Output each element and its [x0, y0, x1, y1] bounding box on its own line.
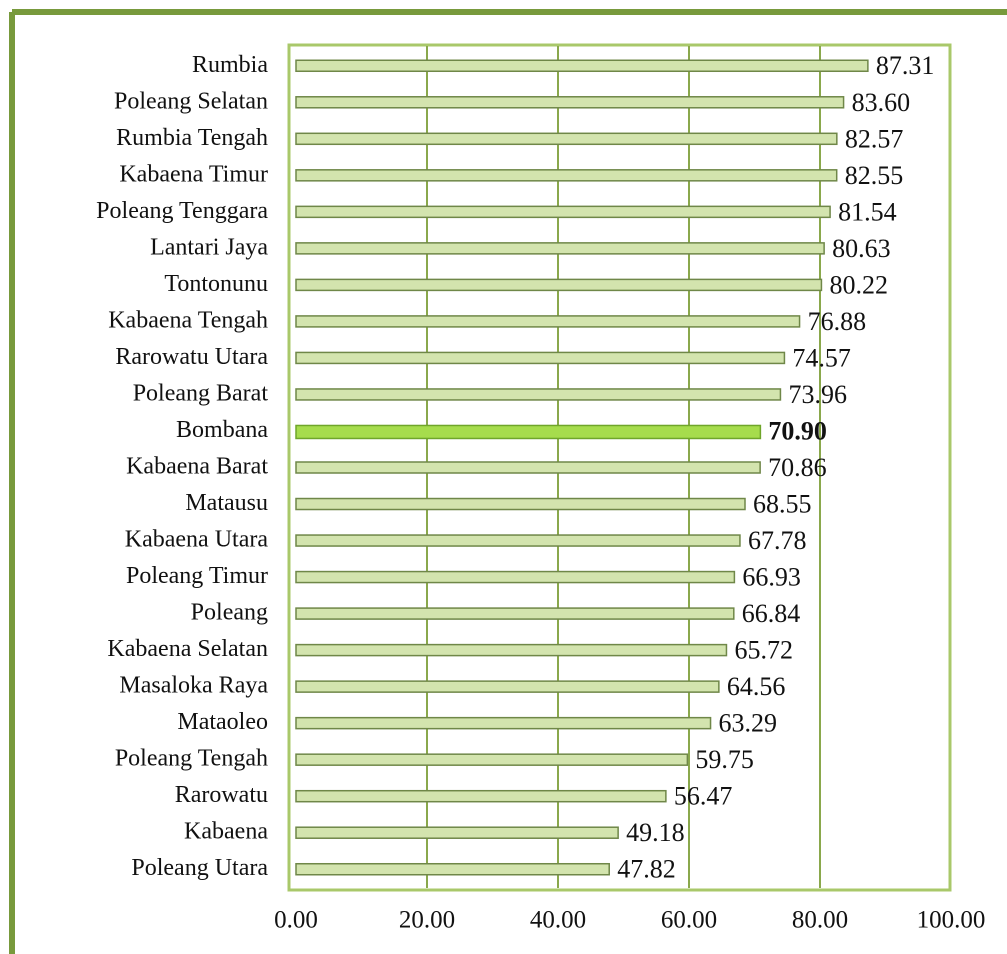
y-tick-label: Kabaena Utara [125, 527, 269, 553]
bar [295, 461, 761, 474]
value-label: 83.60 [852, 88, 911, 117]
y-tick-label: Poleang Selatan [114, 88, 268, 114]
plot-area [287, 43, 952, 892]
y-tick-label: Matausu [185, 490, 268, 516]
bar [295, 570, 736, 584]
value-label: 70.86 [768, 453, 827, 482]
y-tick-label: Poleang Tenggara [96, 198, 268, 224]
y-tick-label: Poleang Barat [133, 380, 269, 406]
value-label: 74.57 [792, 343, 851, 372]
y-tick-label: Masaloka Raya [119, 673, 268, 699]
bar [295, 242, 825, 255]
bar [295, 96, 845, 109]
x-tick-label: 60.00 [661, 907, 717, 934]
y-tick-label: Kabaena Tengah [108, 307, 268, 333]
value-label: 82.55 [845, 161, 904, 190]
y-tick-label: Rarowatu [175, 782, 268, 808]
value-label: 49.18 [626, 818, 685, 847]
bar [295, 351, 786, 365]
bar [295, 753, 689, 766]
bar [295, 205, 831, 219]
y-tick-label: Kabaena Timur [119, 161, 268, 187]
value-label: 56.47 [674, 782, 733, 811]
y-tick-label: Kabaena [184, 819, 268, 845]
value-label: 81.54 [838, 197, 897, 226]
value-label: 87.31 [876, 51, 935, 80]
bar [295, 132, 838, 146]
bar [295, 789, 667, 803]
bar [295, 826, 619, 839]
bar [295, 534, 741, 547]
bar [295, 497, 746, 511]
bar [295, 680, 720, 693]
bar [295, 388, 782, 401]
x-tick-label: 40.00 [530, 907, 586, 934]
value-label: 64.56 [727, 672, 786, 701]
value-label: 82.57 [845, 124, 904, 153]
x-tick-label: 0.00 [274, 907, 318, 934]
y-tick-label: Tontonunu [164, 271, 268, 297]
bar [295, 424, 762, 440]
value-label: 59.75 [695, 745, 754, 774]
value-label: 66.93 [742, 563, 801, 592]
value-label: 47.82 [617, 855, 676, 884]
value-label: 68.55 [753, 489, 812, 518]
y-tick-label: Rumbia [192, 52, 268, 78]
value-label: 70.90 [768, 416, 827, 445]
x-tick-label: 100.00 [917, 907, 986, 934]
value-label: 63.29 [719, 709, 778, 738]
y-tick-label: Poleang Utara [131, 855, 268, 881]
x-tick-label: 20.00 [399, 907, 455, 934]
value-label: 76.88 [808, 307, 867, 336]
bar [295, 716, 712, 730]
bar [295, 169, 838, 182]
y-tick-label: Lantari Jaya [150, 234, 268, 260]
y-tick-label: Poleang Tengah [115, 746, 268, 772]
value-label: 67.78 [748, 526, 807, 555]
bar [295, 278, 823, 292]
y-tick-label: Kabaena Barat [126, 454, 268, 480]
value-label: 65.72 [734, 636, 793, 665]
x-tick-label: 80.00 [792, 907, 848, 934]
y-tick-label: Poleang [191, 600, 268, 626]
y-tick-label: Bombana [176, 417, 268, 443]
value-label: 66.84 [742, 599, 801, 628]
bar [295, 862, 610, 876]
bar [295, 607, 735, 620]
value-label: 80.22 [829, 270, 888, 299]
y-tick-label: Rarowatu Utara [115, 344, 268, 370]
y-tick-label: Mataoleo [177, 709, 268, 735]
y-tick-label: Rumbia Tengah [116, 125, 268, 151]
y-tick-label: Poleang Timur [126, 563, 268, 589]
y-tick-label: Kabaena Selatan [107, 636, 268, 662]
bar [295, 643, 728, 657]
bar [295, 59, 869, 73]
value-label: 80.63 [832, 234, 891, 263]
bar [295, 315, 801, 328]
value-label: 73.96 [788, 380, 847, 409]
